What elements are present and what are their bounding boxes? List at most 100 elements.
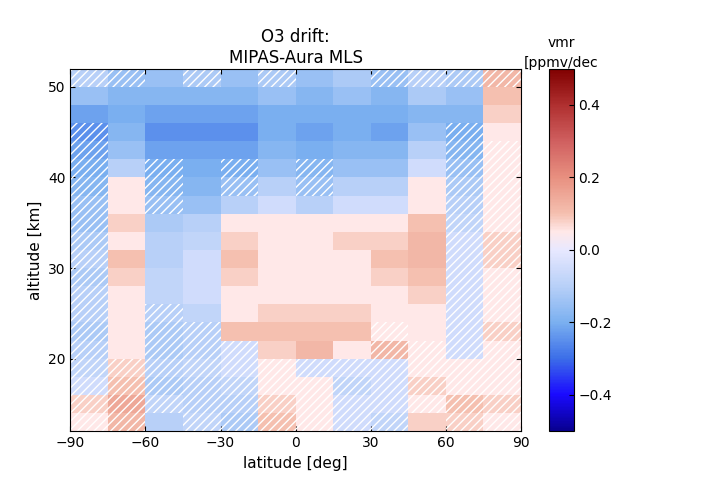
Bar: [146, 177, 183, 196]
Bar: [296, 377, 333, 395]
Bar: [371, 341, 408, 359]
Bar: [70, 159, 108, 177]
Bar: [333, 413, 371, 431]
Bar: [70, 322, 108, 341]
Bar: [484, 177, 521, 196]
Bar: [183, 395, 220, 413]
Bar: [484, 359, 521, 377]
Bar: [446, 159, 484, 177]
Bar: [220, 359, 258, 377]
Text: [ppmv/dec: [ppmv/dec: [524, 56, 599, 71]
Y-axis label: altitude [km]: altitude [km]: [27, 200, 42, 299]
Bar: [371, 322, 408, 341]
Bar: [484, 413, 521, 431]
Bar: [70, 123, 108, 141]
Bar: [183, 69, 220, 87]
Bar: [220, 377, 258, 395]
Bar: [408, 341, 446, 359]
Bar: [220, 341, 258, 359]
Bar: [333, 395, 371, 413]
Bar: [446, 250, 484, 268]
Bar: [70, 359, 108, 377]
Bar: [108, 377, 146, 395]
Bar: [484, 159, 521, 177]
Bar: [70, 250, 108, 268]
Bar: [371, 69, 408, 87]
Bar: [220, 177, 258, 196]
Bar: [220, 413, 258, 431]
Bar: [371, 413, 408, 431]
Title: O3 drift:
MIPAS-Aura MLS: O3 drift: MIPAS-Aura MLS: [229, 28, 363, 67]
Bar: [484, 250, 521, 268]
Bar: [146, 159, 183, 177]
Bar: [146, 196, 183, 214]
Bar: [446, 196, 484, 214]
Bar: [446, 177, 484, 196]
Bar: [70, 232, 108, 250]
Bar: [446, 341, 484, 359]
Bar: [183, 377, 220, 395]
Bar: [446, 268, 484, 286]
Bar: [108, 69, 146, 87]
Bar: [258, 69, 296, 87]
Bar: [258, 359, 296, 377]
Bar: [446, 304, 484, 322]
Bar: [108, 413, 146, 431]
Bar: [446, 377, 484, 395]
Bar: [70, 214, 108, 232]
Bar: [70, 413, 108, 431]
Bar: [108, 359, 146, 377]
Bar: [70, 395, 108, 413]
Bar: [446, 413, 484, 431]
Bar: [484, 341, 521, 359]
Bar: [146, 395, 183, 413]
Bar: [296, 159, 333, 177]
Bar: [446, 123, 484, 141]
Bar: [70, 304, 108, 322]
Bar: [70, 341, 108, 359]
Bar: [70, 177, 108, 196]
Bar: [296, 413, 333, 431]
Bar: [484, 141, 521, 159]
Bar: [408, 359, 446, 377]
Bar: [484, 232, 521, 250]
Text: vmr: vmr: [548, 36, 575, 50]
Bar: [446, 395, 484, 413]
Bar: [296, 359, 333, 377]
Bar: [371, 395, 408, 413]
Bar: [258, 377, 296, 395]
Bar: [446, 214, 484, 232]
Bar: [296, 177, 333, 196]
Bar: [484, 377, 521, 395]
Bar: [446, 286, 484, 304]
Bar: [258, 413, 296, 431]
Bar: [146, 322, 183, 341]
Bar: [446, 359, 484, 377]
Bar: [333, 377, 371, 395]
Bar: [70, 377, 108, 395]
Bar: [371, 359, 408, 377]
Bar: [70, 69, 108, 87]
Bar: [446, 69, 484, 87]
Bar: [484, 69, 521, 87]
Bar: [446, 232, 484, 250]
Bar: [484, 196, 521, 214]
Bar: [408, 395, 446, 413]
Bar: [333, 359, 371, 377]
X-axis label: latitude [deg]: latitude [deg]: [244, 456, 348, 470]
Bar: [296, 395, 333, 413]
Bar: [183, 341, 220, 359]
Bar: [446, 141, 484, 159]
Bar: [408, 377, 446, 395]
Bar: [70, 141, 108, 159]
Bar: [484, 304, 521, 322]
Bar: [70, 196, 108, 214]
Bar: [258, 395, 296, 413]
Bar: [484, 268, 521, 286]
Bar: [220, 395, 258, 413]
Bar: [70, 286, 108, 304]
Bar: [408, 69, 446, 87]
Bar: [183, 322, 220, 341]
Bar: [70, 268, 108, 286]
Bar: [446, 322, 484, 341]
